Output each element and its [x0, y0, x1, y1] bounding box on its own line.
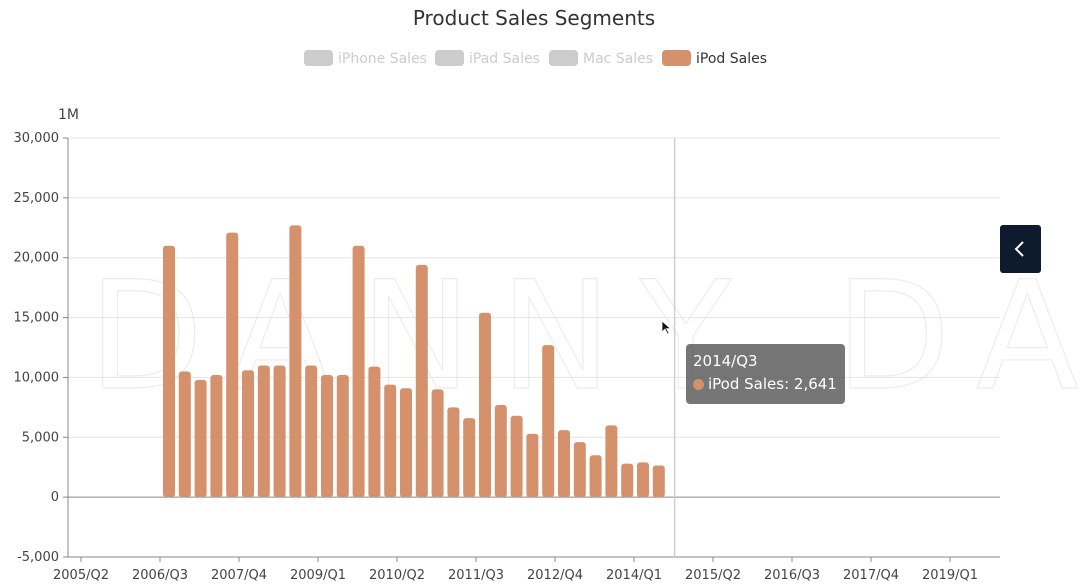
y-tick-label: 20,000	[14, 251, 60, 266]
legend: iPhone Sales iPad Sales Mac Sales iPod Sale…	[304, 50, 767, 67]
tooltip-series-name: iPod Sales	[708, 375, 785, 393]
bar-2011/Q4[interactable]	[494, 404, 507, 498]
tooltip-series-dot	[693, 379, 704, 390]
bar-2006/Q4[interactable]	[178, 371, 191, 498]
bar-2010/Q3[interactable]	[415, 264, 428, 498]
y-tick-label: 10,000	[14, 370, 60, 385]
bar-2012/Q4[interactable]	[558, 430, 570, 498]
bar-2009/Q4[interactable]	[368, 366, 381, 498]
tooltip-separator: :	[784, 375, 794, 393]
y-axis: -5,000 0 5,000 10,000 15,000 20,000 25,000 30,0…	[14, 131, 69, 565]
bar-2007/Q2[interactable]	[210, 375, 223, 498]
bar-2008/Q1[interactable]	[257, 365, 270, 498]
x-tick-label: 2015/Q2	[685, 568, 741, 583]
bar-2012/Q3[interactable]	[542, 345, 555, 498]
bar-2013/Q1[interactable]	[573, 442, 586, 498]
y-tick-label: 0	[51, 490, 59, 505]
chart-title: Product Sales Segments	[413, 6, 655, 30]
tooltip-value: 2,641	[793, 375, 837, 393]
x-tick-label: 2019/Q1	[922, 568, 978, 583]
tooltip: 2014/Q3 iPod Sales: 2,641	[686, 344, 845, 404]
bar-2009/Q2[interactable]	[336, 375, 349, 498]
x-tick-label: 2010/Q2	[369, 568, 425, 583]
x-tick-label: 2006/Q3	[132, 568, 188, 583]
x-tick-label: 2005/Q2	[53, 568, 109, 583]
y-tick-label: -5,000	[17, 550, 59, 565]
bar-2014/Q1[interactable]	[637, 462, 649, 498]
legend-swatch	[662, 50, 691, 66]
legend-label: iPod Sales	[696, 51, 767, 67]
chevron-left-icon	[1014, 241, 1024, 257]
mouse-pointer-icon	[661, 320, 672, 335]
x-tick-label: 2009/Q1	[290, 568, 346, 583]
bar-2012/Q1[interactable]	[510, 415, 523, 498]
legend-label: iPad Sales	[469, 51, 540, 67]
bar-2009/Q3[interactable]	[352, 245, 365, 498]
legend-swatch	[549, 50, 578, 66]
legend-swatch	[435, 50, 464, 66]
bar-2008/Q2[interactable]	[273, 365, 286, 498]
x-tick-label: 2014/Q1	[606, 568, 662, 583]
side-panel-toggle-button[interactable]	[1000, 225, 1041, 273]
bar-2010/Q2[interactable]	[400, 388, 412, 498]
legend-swatch	[304, 50, 333, 66]
bar-2010/Q1[interactable]	[384, 384, 397, 498]
tooltip-title: 2014/Q3	[693, 352, 758, 370]
bar-2006/Q3[interactable]	[163, 245, 175, 498]
bar-2011/Q3[interactable]	[479, 312, 491, 498]
bar-2008/Q4[interactable]	[305, 365, 318, 498]
bar-2013/Q2[interactable]	[589, 455, 602, 498]
x-tick-label: 2011/Q3	[448, 568, 504, 583]
bar-2008/Q3[interactable]	[289, 225, 302, 498]
bar-2009/Q1[interactable]	[321, 375, 333, 498]
bar-2013/Q3[interactable]	[605, 425, 618, 498]
y-tick-label: 15,000	[14, 311, 60, 326]
bar-2007/Q1[interactable]	[194, 379, 207, 498]
bar-2007/Q3[interactable]	[226, 232, 239, 498]
x-tick-label: 2016/Q3	[764, 568, 820, 583]
x-tick-label: 2007/Q4	[211, 568, 267, 583]
bar-2007/Q4[interactable]	[242, 370, 254, 498]
y-axis-unit: 1M	[58, 107, 79, 123]
legend-label: Mac Sales	[583, 51, 653, 67]
legend-item[interactable]: iPhone Sales	[304, 50, 427, 67]
y-tick-label: 30,000	[14, 131, 60, 146]
bar-2010/Q4[interactable]	[431, 389, 444, 498]
y-tick-label: 25,000	[14, 191, 60, 206]
x-tick-label: 2017/Q4	[843, 568, 899, 583]
bar-2014/Q2[interactable]	[652, 465, 665, 498]
legend-item[interactable]: iPod Sales	[662, 50, 767, 67]
bar-series-ipod[interactable]	[163, 225, 665, 498]
bar-2012/Q2[interactable]	[526, 433, 539, 498]
x-axis: 2005/Q2 2006/Q3 2007/Q4 2009/Q1 2010/Q2 2011/…	[53, 556, 1000, 583]
bar-2011/Q1[interactable]	[447, 407, 460, 498]
x-tick-label: 2012/Q4	[527, 568, 583, 583]
legend-item[interactable]: Mac Sales	[549, 50, 653, 67]
bar-2011/Q2[interactable]	[463, 418, 476, 498]
y-tick-label: 5,000	[22, 430, 59, 445]
tooltip-row: iPod Sales: 2,641	[693, 373, 838, 395]
legend-item[interactable]: iPad Sales	[435, 50, 540, 67]
legend-label: iPhone Sales	[338, 51, 427, 67]
bar-2013/Q4[interactable]	[621, 463, 634, 498]
